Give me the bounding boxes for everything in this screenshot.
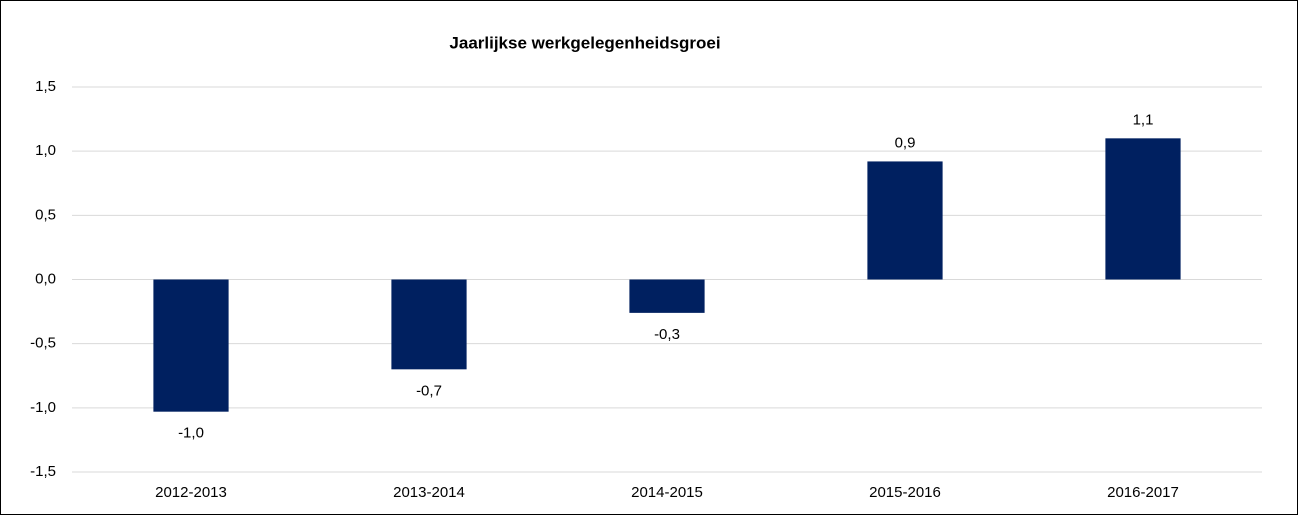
bar <box>153 279 229 412</box>
data-label: -1,0 <box>178 425 204 442</box>
x-tick-label: 2012-2013 <box>155 484 227 501</box>
data-label: 1,1 <box>1133 111 1154 128</box>
bar <box>867 161 943 280</box>
y-tick-label: -0,5 <box>30 335 56 352</box>
y-tick-label: -1,5 <box>30 463 56 480</box>
bar <box>1105 138 1181 280</box>
y-tick-label: 1,5 <box>35 78 56 95</box>
x-tick-label: 2015-2016 <box>869 484 941 501</box>
chart-title: Jaarlijkse werkgelegenheidsgroei <box>449 33 720 52</box>
bar <box>391 279 467 370</box>
data-label: -0,7 <box>416 382 442 399</box>
y-tick-label: 0,0 <box>35 270 56 287</box>
bar <box>629 279 705 313</box>
y-tick-label: 1,0 <box>35 142 56 159</box>
data-label: 0,9 <box>895 134 916 151</box>
data-label: -0,3 <box>654 326 680 343</box>
x-tick-label: 2014-2015 <box>631 484 703 501</box>
y-tick-label: -1,0 <box>30 399 56 416</box>
y-tick-label: 0,5 <box>35 206 56 223</box>
x-tick-label: 2016-2017 <box>1107 484 1179 501</box>
x-tick-label: 2013-2014 <box>393 484 465 501</box>
